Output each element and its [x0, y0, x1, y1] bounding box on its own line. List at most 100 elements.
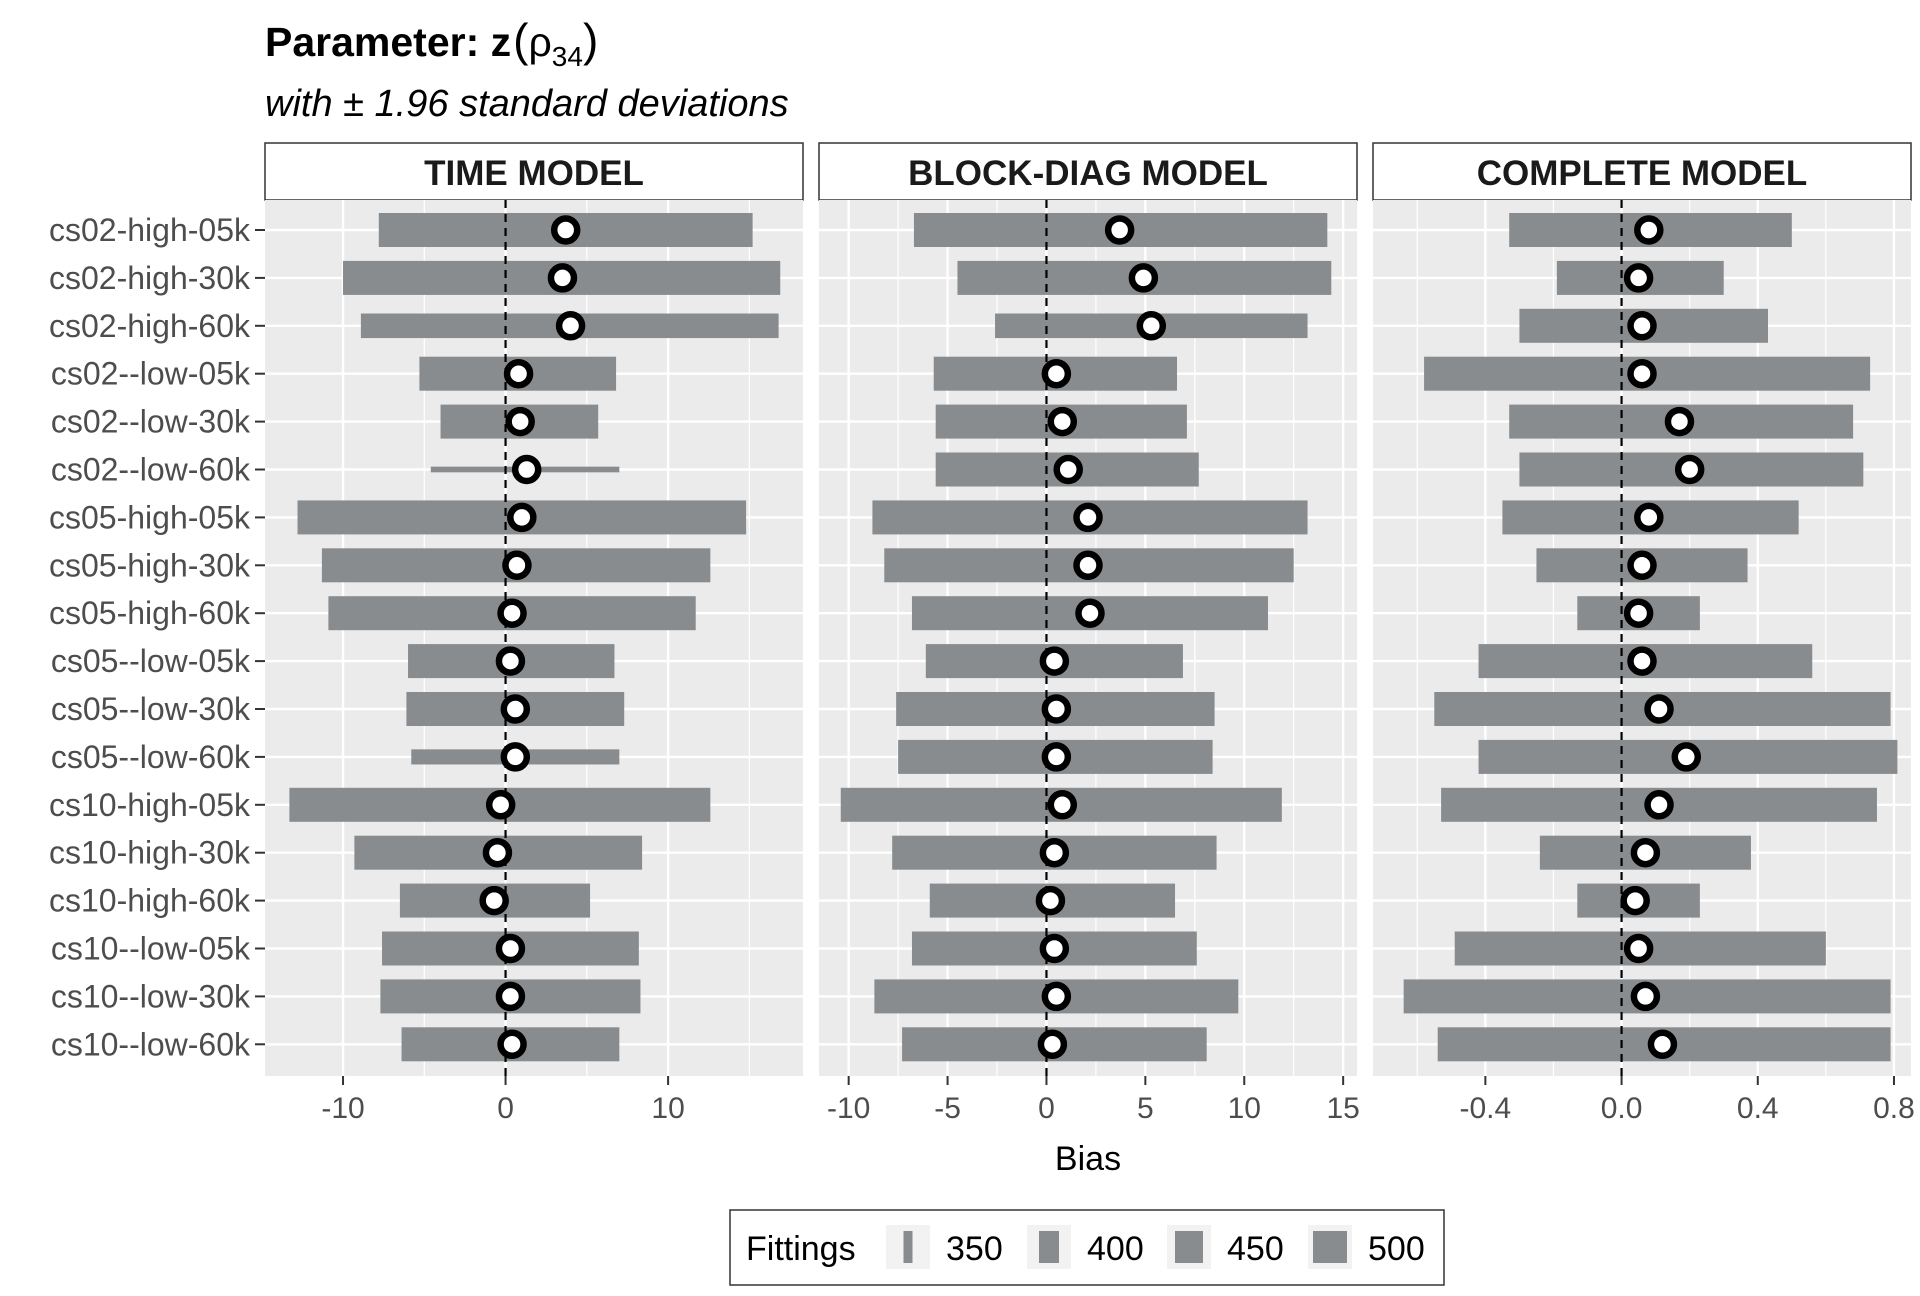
y-tick-label: cs10--low-60k [51, 1026, 251, 1062]
y-tick-label: cs10--low-05k [51, 931, 251, 967]
mean-point [1634, 215, 1664, 245]
mean-point [1627, 358, 1657, 389]
x-tick-label: 0.0 [1601, 1092, 1643, 1125]
y-tick-label: cs10--low-30k [51, 978, 251, 1014]
title-symbol: ρ [528, 19, 551, 65]
legend-key-swatch [1313, 1231, 1347, 1263]
mean-point [1073, 502, 1103, 533]
mean-point [507, 502, 537, 533]
mean-point [495, 981, 526, 1012]
x-tick-label: 0 [1038, 1092, 1055, 1125]
mean-point [1104, 215, 1135, 245]
y-tick-label: cs05-high-05k [49, 499, 251, 535]
mean-point [500, 694, 531, 724]
y-tick-label: cs05-high-30k [49, 547, 251, 583]
y-tick-label: cs10-high-05k [49, 787, 251, 823]
facet-panel: TIME MODEL -10 0 10 [264, 142, 804, 1125]
panel-background [819, 200, 1357, 1076]
y-tick-label: cs10-high-30k [49, 835, 251, 871]
legend: Fittings 350 400 450 500 [729, 1209, 1445, 1286]
legend-key-swatch [1039, 1231, 1059, 1263]
y-tick-label: cs10-high-60k [49, 883, 251, 919]
y-tick-label: cs02-high-05k [49, 212, 251, 248]
x-tick-label: 10 [1228, 1092, 1261, 1125]
mean-point [555, 311, 586, 341]
mean-point [1039, 837, 1070, 868]
legend-entry-label: 450 [1227, 1230, 1284, 1268]
mean-point [1041, 742, 1072, 772]
y-tick-label: cs02--low-05k [51, 356, 251, 392]
mean-point [497, 1029, 527, 1060]
panel-background [265, 200, 803, 1076]
mean-point [500, 742, 531, 772]
mean-point [1630, 981, 1661, 1012]
mean-point [1047, 790, 1078, 820]
y-tick-label: cs02-high-60k [49, 308, 251, 344]
x-tick-label: 5 [1137, 1092, 1154, 1125]
mean-point [1644, 790, 1674, 820]
title-prefix: Parameter: z [265, 19, 511, 65]
x-tick-label: -10 [827, 1092, 870, 1125]
facet-strip-label: BLOCK-DIAG MODEL [908, 154, 1268, 193]
y-tick-label: cs02-high-30k [49, 260, 251, 296]
mean-point [1041, 981, 1072, 1012]
mean-point [1664, 406, 1695, 437]
y-axis-labels: cs02-high-05k cs02-high-30k cs02-high-60k c… [49, 212, 265, 1062]
x-tick-label: 10 [651, 1092, 684, 1125]
mean-point [1644, 694, 1674, 724]
legend-entry-label: 400 [1087, 1230, 1144, 1268]
mean-point [1053, 454, 1083, 485]
panel-background [1373, 200, 1911, 1076]
legend-title: Fittings [746, 1230, 856, 1268]
mean-point [1620, 885, 1650, 916]
mean-point [1627, 646, 1657, 676]
facet-strip-label: TIME MODEL [424, 154, 644, 193]
legend-entry-label: 500 [1368, 1230, 1425, 1268]
mean-point [1630, 837, 1661, 868]
mean-point [1041, 694, 1072, 724]
facet-panel: BLOCK-DIAG MODEL -10 -5 0 5 10 15 [818, 142, 1360, 1125]
x-tick-label: -0.4 [1460, 1092, 1512, 1125]
chart-subtitle: with ± 1.96 standard deviations [265, 83, 789, 125]
mean-point [495, 933, 526, 964]
mean-point [1623, 598, 1654, 628]
mean-point [497, 598, 527, 628]
mean-point [1623, 933, 1654, 964]
x-tick-label: -10 [321, 1092, 364, 1125]
mean-point [550, 215, 581, 245]
mean-point [1674, 454, 1705, 485]
mean-point [1623, 263, 1654, 293]
mean-point [1627, 550, 1657, 581]
chart-title: Parameter: z(ρ34) [265, 14, 598, 72]
mean-point [1047, 406, 1078, 437]
mean-point [511, 454, 542, 485]
facet-strip-label: COMPLETE MODEL [1477, 154, 1808, 193]
mean-point [1073, 550, 1103, 581]
mean-point [503, 358, 534, 389]
mean-point [1647, 1029, 1678, 1060]
mean-point [1136, 311, 1167, 341]
x-tick-label: 0.4 [1737, 1092, 1779, 1125]
y-tick-label: cs05-high-60k [49, 595, 251, 631]
x-tick-label: 0 [497, 1092, 514, 1125]
mean-point [479, 885, 509, 916]
mean-point [1128, 263, 1159, 293]
mean-point [1075, 598, 1105, 628]
mean-point [1035, 885, 1066, 916]
x-tick-label: 15 [1326, 1092, 1359, 1125]
y-tick-label: cs02--low-60k [51, 452, 251, 488]
x-tick-label: 0.8 [1873, 1092, 1915, 1125]
mean-point [547, 263, 578, 293]
mean-point [505, 406, 535, 437]
title-subscript: 34 [552, 41, 583, 72]
mean-point [1627, 311, 1657, 341]
facet-strip [264, 142, 804, 201]
facet-panels: TIME MODEL -10 0 10 BLOCK-DIAG MODEL -10 -5 0 5 1… [264, 142, 1915, 1125]
x-tick-label: -5 [934, 1092, 961, 1125]
x-axis-label: Bias [1055, 1140, 1121, 1178]
legend-key-swatch [1175, 1231, 1203, 1263]
mean-point [1634, 502, 1664, 533]
mean-point [1671, 742, 1702, 772]
legend-entry-label: 350 [946, 1230, 1003, 1268]
